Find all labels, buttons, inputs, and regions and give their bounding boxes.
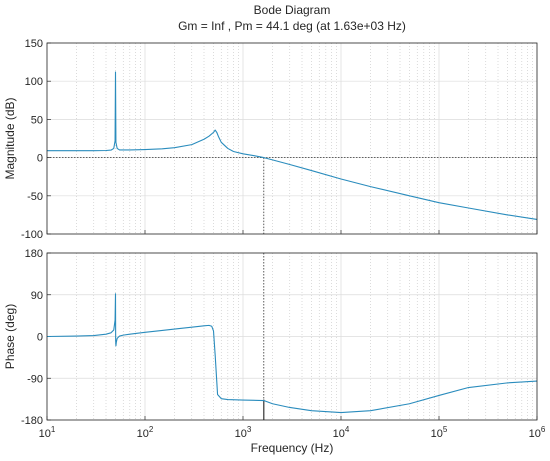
magnitude-panel: 150 100 50 0 -50 -100 Magnitude (dB) — [3, 38, 538, 241]
phase-y-ticks: 180 90 0 -90 -180 — [21, 248, 43, 427]
magnitude-series — [47, 71, 538, 221]
magnitude-y-tick-label: -50 — [27, 191, 43, 203]
phase-y-tick-label: 90 — [31, 290, 43, 302]
phase-y-tick-label: 180 — [25, 248, 43, 260]
magnitude-y-axis-label: Magnitude (dB) — [3, 97, 17, 179]
magnitude-curve — [47, 71, 538, 221]
phase-series — [46, 293, 538, 414]
phase-y-tick-label: 0 — [37, 332, 43, 344]
phase-minor-grid — [76, 253, 533, 420]
phase-curve — [46, 293, 538, 414]
x-tick-labels: 101 102 103 104 105 106 — [39, 425, 546, 440]
magnitude-y-tick-label: 50 — [31, 114, 43, 126]
magnitude-y-tick-label: 100 — [25, 76, 43, 88]
magnitude-y-tick-label: 0 — [37, 153, 43, 165]
chart-subtitle: Gm = Inf , Pm = 44.1 deg (at 1.63e+03 Hz… — [178, 19, 406, 33]
x-tick-label: 101 — [39, 425, 56, 440]
phase-y-tick-label: -90 — [27, 373, 43, 385]
x-tick-label: 104 — [333, 425, 350, 440]
x-tick-label: 102 — [137, 425, 154, 440]
x-axis-label: Frequency (Hz) — [251, 441, 334, 455]
phase-y-axis-label: Phase (deg) — [3, 304, 17, 369]
phase-panel: 180 90 0 -90 -180 Phase (deg) — [3, 248, 538, 427]
phase-y-tick-label: -180 — [21, 415, 43, 427]
x-tick-label: 106 — [529, 425, 546, 440]
magnitude-y-tick-label: -100 — [21, 229, 43, 241]
magnitude-y-ticks: 150 100 50 0 -50 -100 — [21, 38, 43, 241]
x-tick-label: 103 — [235, 425, 252, 440]
x-tick-label: 105 — [431, 425, 448, 440]
magnitude-reference-lines — [47, 157, 537, 234]
magnitude-plot-area — [47, 43, 537, 234]
phase-axes-box — [46, 252, 538, 421]
magnitude-axes-box — [46, 42, 538, 235]
magnitude-y-tick-label: 150 — [25, 38, 43, 50]
chart-title: Bode Diagram — [254, 3, 331, 17]
